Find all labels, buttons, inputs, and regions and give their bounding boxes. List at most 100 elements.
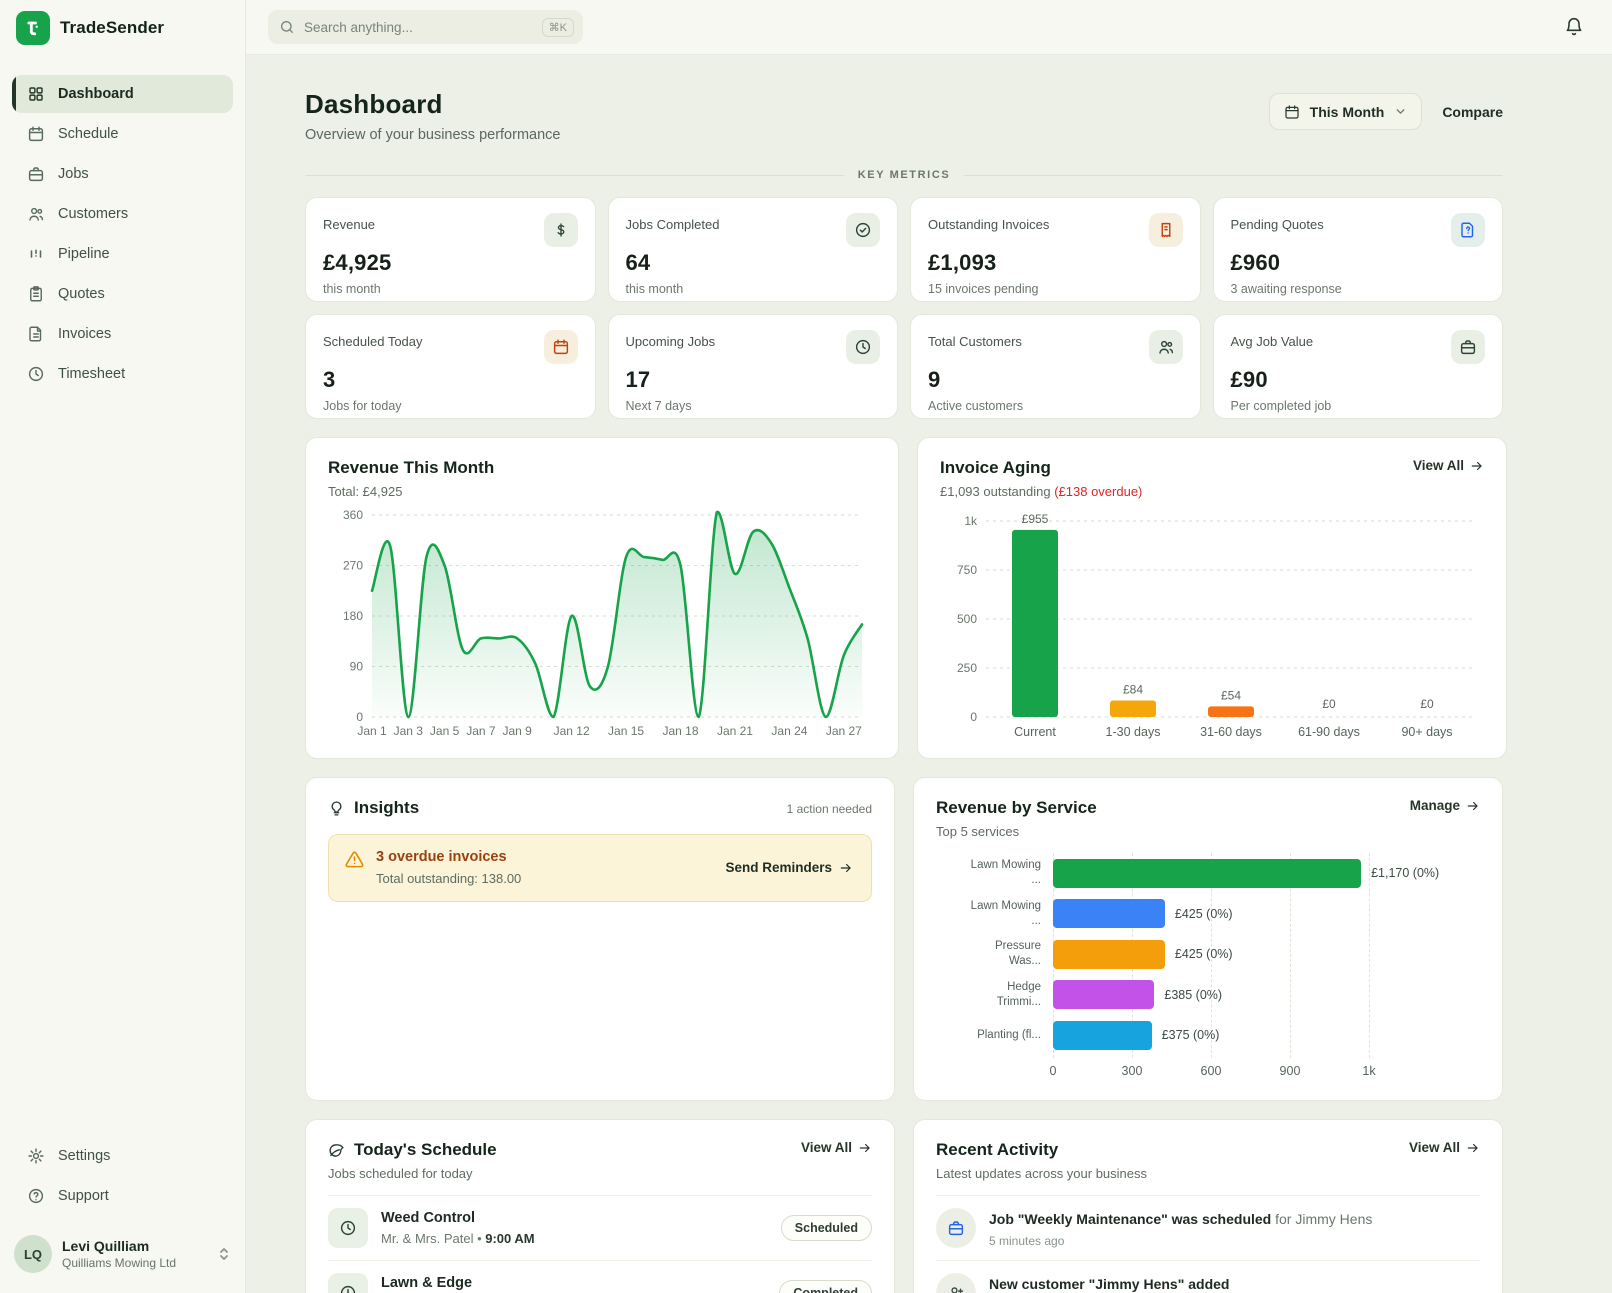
metric-card-total-customers: Total Customers9Active customers	[910, 314, 1201, 419]
service-row: HedgeTrimmi...£385 (0%)	[1053, 975, 1480, 1016]
sidebar-item-invoices[interactable]: Invoices	[12, 315, 233, 353]
schedule-job-row[interactable]: Lawn & EdgeMrs. Sarah Johnson • 12:00 PM…	[328, 1261, 872, 1293]
service-row: Lawn Mowing...£1,170 (0%)	[1053, 853, 1480, 894]
svg-text:500: 500	[957, 612, 977, 626]
service-bar	[1053, 859, 1361, 888]
arrow-right-icon	[839, 861, 853, 875]
activity-row[interactable]: Job "Weekly Maintenance" was scheduled f…	[936, 1196, 1480, 1261]
sidebar-item-timesheet[interactable]: Timesheet	[12, 355, 233, 393]
invoice-aging-title: Invoice Aging	[940, 458, 1142, 478]
svg-text:Jan 15: Jan 15	[608, 724, 644, 738]
metric-value: 17	[626, 367, 881, 393]
svg-text:Jan 1: Jan 1	[357, 724, 387, 738]
sidebar-item-label: Quotes	[58, 286, 105, 302]
clock-icon	[328, 1208, 368, 1248]
notifications-bell-icon[interactable]	[1564, 17, 1584, 37]
sidebar-item-customers[interactable]: Customers	[12, 195, 233, 233]
todays-schedule-subtitle: Jobs scheduled for today	[328, 1166, 497, 1181]
sidebar-item-dashboard[interactable]: Dashboard	[12, 75, 233, 113]
metric-label: Upcoming Jobs	[626, 330, 716, 349]
lightbulb-icon	[328, 800, 345, 817]
metric-card-jobs-completed: Jobs Completed64this month	[608, 197, 899, 302]
sidebar-item-support[interactable]: Support	[12, 1177, 233, 1215]
svg-text:360: 360	[343, 508, 363, 522]
activity-time: 5 minutes ago	[989, 1234, 1372, 1248]
invoice-aging-card: Invoice Aging £1,093 outstanding (£138 o…	[917, 437, 1507, 759]
svg-text:£54: £54	[1221, 688, 1241, 702]
sidebar-item-jobs[interactable]: Jobs	[12, 155, 233, 193]
sidebar: TradeSender DashboardScheduleJobsCustome…	[0, 0, 246, 1293]
sidebar-item-quotes[interactable]: Quotes	[12, 275, 233, 313]
service-label: PressureWas...	[936, 939, 1041, 969]
metric-subtext: 3 awaiting response	[1231, 282, 1486, 296]
insights-card: Insights 1 action needed 3 overdue invoi…	[305, 777, 895, 1101]
svg-text:Jan 21: Jan 21	[717, 724, 753, 738]
chevron-up-down-icon[interactable]	[217, 1246, 231, 1262]
metric-card-avg-job-value: Avg Job Value£90Per completed job	[1213, 314, 1504, 419]
sidebar-item-label: Pipeline	[58, 246, 110, 262]
grid-icon	[26, 85, 45, 104]
compare-button[interactable]: Compare	[1442, 104, 1503, 120]
search-input[interactable]: Search anything... ⌘K	[268, 10, 583, 44]
sidebar-item-label: Settings	[58, 1148, 110, 1164]
service-label: HedgeTrimmi...	[936, 980, 1041, 1010]
service-label: Planting (fl...	[936, 1028, 1041, 1043]
alert-title: 3 overdue invoices	[376, 849, 521, 865]
x-axis-tick: 900	[1280, 1064, 1301, 1078]
svg-text:£0: £0	[1322, 697, 1336, 711]
recent-activity-title: Recent Activity	[936, 1140, 1147, 1160]
search-shortcut-badge: ⌘K	[542, 18, 574, 37]
x-axis-tick: 600	[1201, 1064, 1222, 1078]
svg-text:0: 0	[970, 710, 977, 724]
svg-text:750: 750	[957, 563, 977, 577]
metric-label: Outstanding Invoices	[928, 213, 1049, 232]
sidebar-item-schedule[interactable]: Schedule	[12, 115, 233, 153]
svg-text:Current: Current	[1014, 725, 1056, 739]
help-icon	[26, 1187, 45, 1206]
insights-actions-count: 1 action needed	[787, 802, 872, 816]
svg-text:Jan 12: Jan 12	[554, 724, 590, 738]
job-name: Lawn & Edge	[381, 1275, 766, 1291]
chevron-down-icon	[1394, 105, 1407, 118]
period-selector[interactable]: This Month	[1269, 93, 1423, 130]
activity-view-all-link[interactable]: View All	[1409, 1140, 1480, 1155]
clipboard-icon	[26, 285, 45, 304]
metric-subtext: Active customers	[928, 399, 1183, 413]
sidebar-item-settings[interactable]: Settings	[12, 1137, 233, 1175]
recent-activity-subtitle: Latest updates across your business	[936, 1166, 1147, 1181]
sidebar-item-label: Support	[58, 1188, 109, 1204]
user-menu[interactable]: LQ Levi Quilliam Quilliams Mowing Ltd	[0, 1223, 245, 1293]
service-value: £425 (0%)	[1175, 907, 1233, 921]
sidebar-item-label: Dashboard	[58, 86, 134, 102]
status-badge: Completed	[779, 1280, 872, 1293]
user-company: Quilliams Mowing Ltd	[62, 1256, 207, 1270]
todays-schedule-card: Today's Schedule Jobs scheduled for toda…	[305, 1119, 895, 1293]
avatar: LQ	[14, 1235, 52, 1273]
metric-card-outstanding-invoices: Outstanding Invoices£1,09315 invoices pe…	[910, 197, 1201, 302]
overdue-invoices-alert[interactable]: 3 overdue invoices Total outstanding: 13…	[328, 834, 872, 902]
metric-label: Avg Job Value	[1231, 330, 1314, 349]
revenue-chart-card: Revenue This Month Total: £4,925 0901802…	[305, 437, 899, 759]
svg-text:31-60 days: 31-60 days	[1200, 725, 1262, 739]
overdue-amount: (£138 overdue)	[1054, 484, 1142, 499]
warning-triangle-icon	[345, 849, 364, 886]
schedule-view-all-link[interactable]: View All	[801, 1140, 872, 1155]
svg-text:Jan 24: Jan 24	[771, 724, 807, 738]
metric-subtext: Per completed job	[1231, 399, 1486, 413]
service-value: £425 (0%)	[1175, 947, 1233, 961]
metric-subtext: this month	[626, 282, 881, 296]
todays-schedule-title: Today's Schedule	[328, 1140, 497, 1160]
invoice-aging-view-all-link[interactable]: View All	[1413, 458, 1484, 473]
users-icon	[26, 205, 45, 224]
metric-subtext: this month	[323, 282, 578, 296]
receipt-icon	[1149, 213, 1183, 247]
manage-services-link[interactable]: Manage	[1410, 798, 1480, 813]
schedule-job-row[interactable]: Weed ControlMr. & Mrs. Patel • 9:00 AMSc…	[328, 1196, 872, 1261]
sidebar-item-pipeline[interactable]: Pipeline	[12, 235, 233, 273]
activity-row[interactable]: New customer "Jimmy Hens" added6 minutes…	[936, 1261, 1480, 1293]
metric-value: 64	[626, 250, 881, 276]
activity-text: Job "Weekly Maintenance" was scheduled f…	[989, 1208, 1372, 1229]
send-reminders-button[interactable]: Send Reminders	[725, 860, 853, 875]
tradesender-logo-icon	[16, 11, 50, 45]
metric-card-revenue: Revenue£4,925this month	[305, 197, 596, 302]
